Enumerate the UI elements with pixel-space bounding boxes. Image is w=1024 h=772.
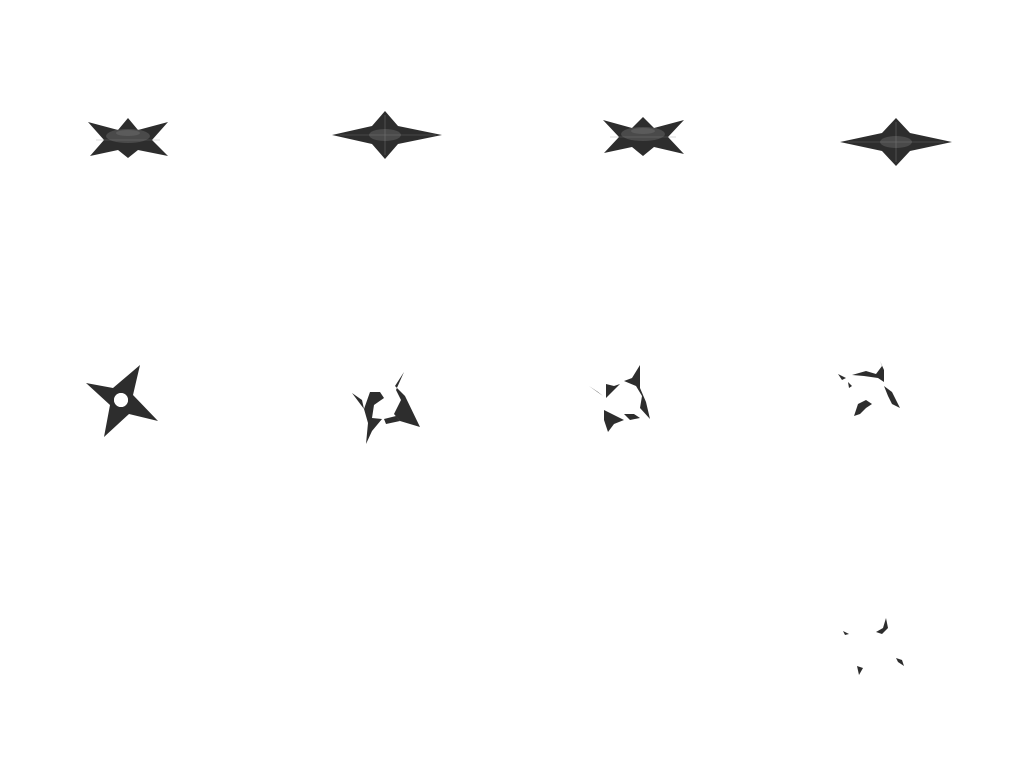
shuriken-edge-on-icon xyxy=(603,117,684,156)
shuriken-break-frame-2 xyxy=(589,365,650,432)
shuriken-flat-frame xyxy=(86,365,158,437)
shuriken-edge-on-icon xyxy=(88,118,168,158)
shuriken-break-frame-1 xyxy=(352,372,420,444)
shuriken-fragments-icon xyxy=(838,361,900,416)
shuriken-icon xyxy=(86,365,158,437)
shuriken-break-frame-4 xyxy=(843,618,904,675)
shuriken-spin-frame-1 xyxy=(88,118,168,158)
shuriken-spin-frame-3 xyxy=(603,117,684,156)
shuriken-edge-on-icon xyxy=(332,111,442,159)
shuriken-fragments-icon xyxy=(843,618,904,675)
shuriken-breaking-icon xyxy=(589,365,650,432)
shuriken-spin-frame-4 xyxy=(840,118,952,166)
shuriken-break-frame-3 xyxy=(838,361,900,416)
shuriken-spin-frame-2 xyxy=(332,111,442,159)
shuriken-breaking-icon xyxy=(352,372,420,444)
shuriken-edge-on-icon xyxy=(840,118,952,166)
